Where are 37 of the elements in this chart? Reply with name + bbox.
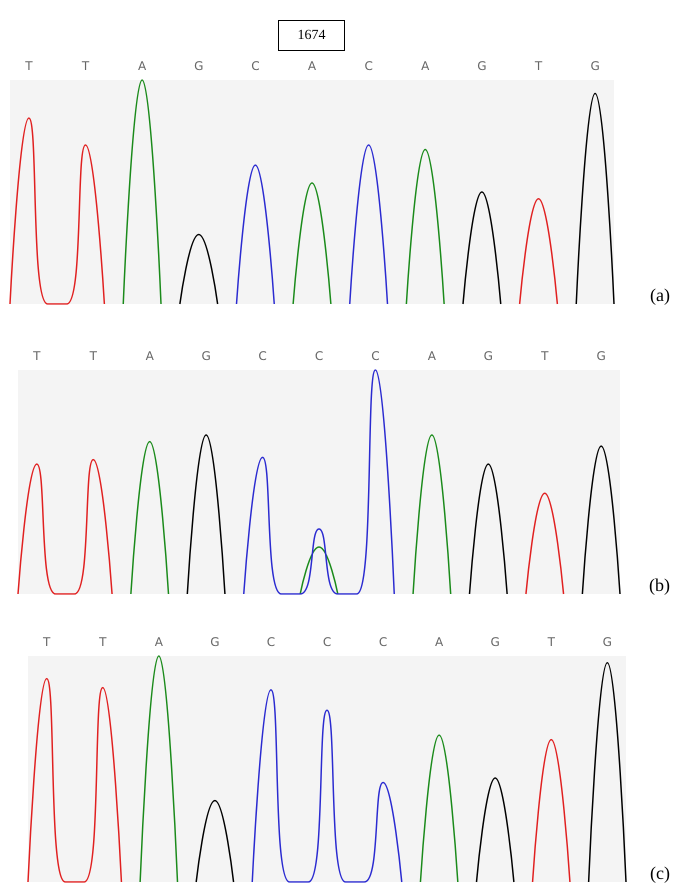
x-tick-label: G [210, 635, 220, 649]
x-tick-label: C [378, 635, 388, 649]
x-tick-label: G [490, 635, 500, 649]
x-tick-label: T [98, 635, 108, 649]
x-tick-label: T [42, 635, 52, 649]
x-tick-label: C [371, 349, 380, 363]
text: (c) [650, 863, 670, 883]
x-tick-label: C [258, 349, 267, 363]
x-tick-label: A [154, 635, 164, 649]
text: (b) [649, 575, 670, 595]
x-tick-label: C [266, 635, 276, 649]
x-tick-label: G [602, 635, 612, 649]
x-tick-label: A [146, 349, 155, 363]
x-tick-label: A [435, 635, 444, 649]
x-tick-label: G [477, 59, 487, 73]
x-tick-label: G [484, 349, 493, 363]
x-tick-label: T [32, 349, 42, 363]
x-tick-label: G [590, 59, 600, 73]
x-tick-label: G [596, 349, 606, 363]
x-tick-label: C [314, 349, 324, 363]
x-tick-label: T [24, 59, 34, 73]
x-tick-label: T [546, 635, 556, 649]
x-tick-label: A [421, 59, 430, 73]
text: 1674 [298, 28, 326, 43]
x-tick-label: T [80, 59, 90, 73]
x-tick-label: C [322, 635, 332, 649]
x-tick-label: G [194, 59, 204, 73]
x-tick-label: T [534, 59, 543, 73]
text: (a) [650, 285, 670, 305]
x-tick-label: A [308, 59, 317, 73]
x-tick-label: T [88, 349, 98, 363]
x-tick-label: C [251, 59, 260, 73]
x-tick-label: T [540, 349, 550, 363]
x-tick-label: G [201, 349, 211, 363]
x-tick-label: C [364, 59, 373, 73]
x-tick-label: A [428, 349, 437, 363]
x-tick-label: A [138, 59, 148, 73]
